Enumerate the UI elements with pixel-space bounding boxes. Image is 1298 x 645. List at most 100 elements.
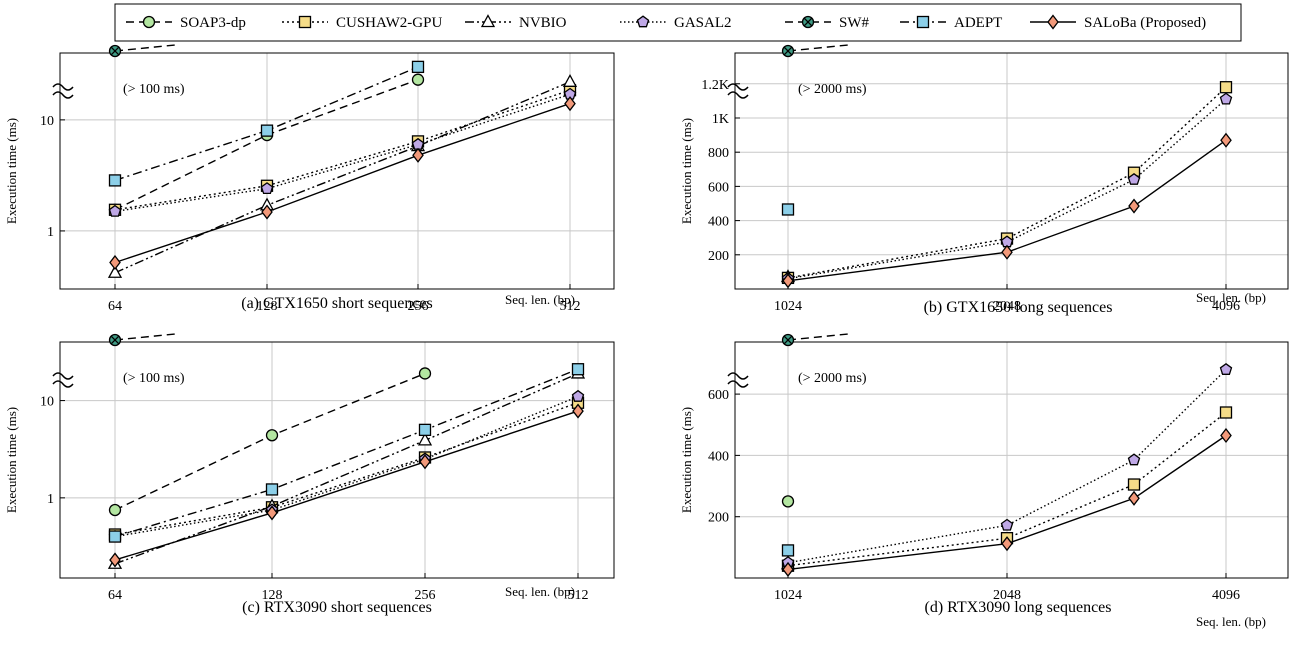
y-tick-label: 600 <box>708 180 729 195</box>
y-tick-label: 10 <box>40 114 54 129</box>
legend-item-nvbio: NVBIO <box>465 14 567 31</box>
x-tick-label: 256 <box>415 588 436 603</box>
data-point <box>109 552 121 568</box>
y-axis-label: Execution time (ms) <box>4 118 19 224</box>
series-sw-off-scale <box>781 44 849 58</box>
legend-label: NVBIO <box>519 15 567 31</box>
axis-break-mark <box>727 372 749 380</box>
y-tick-label: 1 <box>47 225 54 240</box>
series-line <box>114 81 571 274</box>
plot-frame <box>734 341 1289 579</box>
legend-label: SW# <box>839 15 870 31</box>
series-gasal2 <box>108 389 585 542</box>
y-axis-label: Execution time (ms) <box>679 407 694 513</box>
x-axis-label: Seq. len. (bp) <box>505 584 575 599</box>
series-saloba-proposed <box>782 427 1232 577</box>
data-point <box>411 60 425 74</box>
x-tick-label: 4096 <box>1212 299 1240 314</box>
series-line <box>114 102 571 264</box>
y-tick-label: 400 <box>708 215 729 230</box>
series-line <box>787 86 1227 279</box>
data-point <box>782 273 794 289</box>
y-axis-label: Execution time (ms) <box>4 407 19 513</box>
plot-area <box>780 81 1233 289</box>
x-tick-label: 4096 <box>1212 588 1240 603</box>
data-point <box>261 204 273 220</box>
series-saloba-proposed <box>109 96 576 271</box>
axis-break-mark <box>52 83 74 91</box>
data-point <box>412 147 424 163</box>
plot-frame <box>59 341 615 579</box>
chart-panel-1: 1 10 64 128 256 512 Execution time (ms) Seq. le… <box>4 44 615 314</box>
x-tick-label: 128 <box>262 588 283 603</box>
data-point <box>781 44 795 58</box>
panel-caption: (a) GTX1650 short sequences <box>241 295 433 312</box>
off-scale-note: (> 100 ms) <box>123 82 185 97</box>
data-point <box>781 333 795 347</box>
series-adept <box>781 544 795 557</box>
series-saloba-proposed <box>782 132 1232 289</box>
data-point <box>108 333 122 347</box>
data-point <box>411 73 425 86</box>
legend-marker <box>298 15 312 29</box>
series-line <box>787 434 1227 571</box>
series-line <box>114 333 176 341</box>
data-point <box>108 174 122 187</box>
series-line <box>114 368 579 538</box>
axis-break-mark <box>727 83 749 91</box>
data-point <box>108 44 122 58</box>
data-point <box>1000 518 1014 531</box>
data-point <box>562 73 578 87</box>
y-axis-label: Execution time (ms) <box>679 118 694 224</box>
data-point <box>109 254 121 271</box>
x-axis-label: Seq. len. (bp) <box>505 292 575 307</box>
series-line <box>114 89 571 211</box>
data-point <box>260 124 274 137</box>
y-tick-label: 10 <box>40 395 54 410</box>
data-point <box>265 429 279 442</box>
off-scale-note: (> 2000 ms) <box>798 82 867 97</box>
series-line <box>114 372 579 565</box>
series-sw-off-scale <box>781 333 849 347</box>
chart-panel-4: 200 400 600 1024 2048 4096 Execution time (ms)… <box>679 333 1289 629</box>
data-point <box>1219 362 1233 375</box>
series-nvbio <box>107 73 578 278</box>
series-sw-off-scale <box>108 44 176 58</box>
legend-item-cushaw2-gpu: CUSHAW2-GPU <box>282 15 442 31</box>
series-cushaw2-gpu <box>108 84 577 216</box>
series-line <box>114 410 579 561</box>
data-point <box>571 389 585 402</box>
off-scale-note: (> 2000 ms) <box>798 371 867 386</box>
plot-frame <box>59 52 615 290</box>
axis-break-mark <box>52 91 74 99</box>
y-tick-label: 1 <box>47 492 54 507</box>
series-line <box>787 333 849 341</box>
data-point <box>266 505 278 521</box>
x-axis-label: Seq. len. (bp) <box>1196 290 1266 305</box>
x-tick-label: 2048 <box>993 588 1021 603</box>
data-point <box>781 203 795 216</box>
chart-panel-2: 200 400 600 800 1K 1.2K 1024 2048 4096 Execution … <box>679 44 1289 316</box>
data-point <box>1219 92 1233 105</box>
data-point <box>108 204 122 217</box>
data-point <box>1219 81 1233 94</box>
x-tick-label: 512 <box>568 588 589 603</box>
series-adept <box>108 60 425 187</box>
y-tick-label: 400 <box>708 449 729 464</box>
axis-break-mark <box>52 372 74 380</box>
series-line <box>114 93 571 213</box>
legend-label: ADEPT <box>954 15 1002 31</box>
data-point <box>564 96 576 112</box>
legend-marker <box>1047 14 1059 30</box>
x-tick-label: 256 <box>408 299 429 314</box>
data-point <box>571 363 585 376</box>
x-tick-label: 128 <box>257 299 278 314</box>
legend-item-adept: ADEPT <box>900 15 1002 31</box>
legend-label: CUSHAW2-GPU <box>336 15 442 31</box>
axis-break-mark <box>727 380 749 388</box>
series-line <box>114 402 579 536</box>
y-tick-label: 200 <box>708 511 729 526</box>
legend-label: SOAP3-dp <box>180 15 246 31</box>
data-point <box>108 530 122 543</box>
